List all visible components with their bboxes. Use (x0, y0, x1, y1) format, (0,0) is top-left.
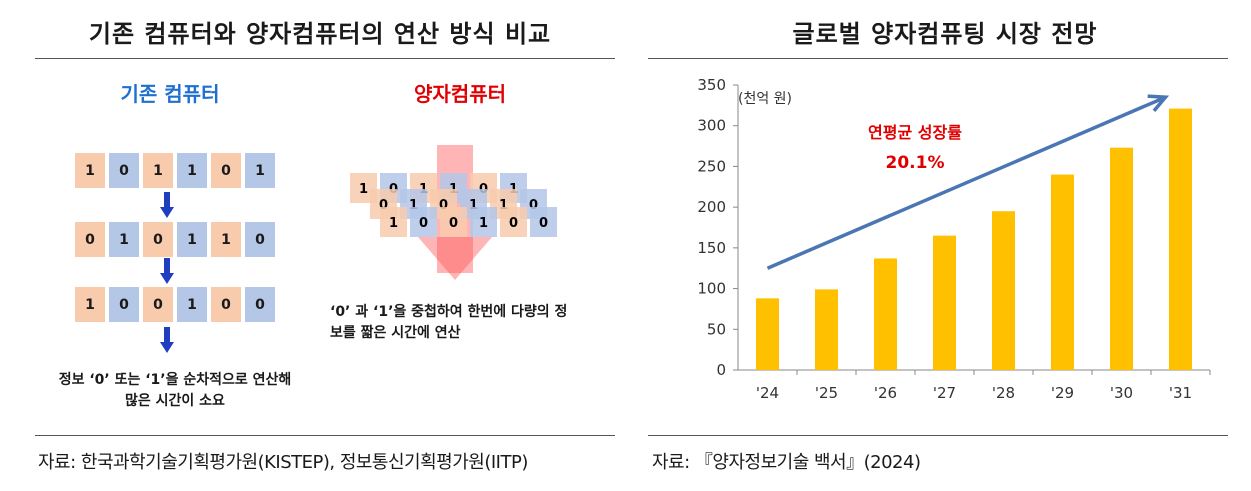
bar (992, 211, 1015, 370)
x-tick-label: '26 (874, 384, 897, 402)
bit-cell: 1 (211, 222, 241, 257)
quantum-bit-cell (410, 207, 437, 237)
y-tick-label: 250 (697, 157, 726, 175)
classical-caption: 정보 ‘0’ 또는 ‘1’을 순차적으로 연산해 많은 시간이 소요 (45, 370, 305, 412)
bar (1110, 147, 1133, 370)
bit-cell: 0 (109, 153, 139, 188)
bit-cell: 0 (109, 287, 139, 322)
quantum-caption: ‘0’ 과 ‘1’을 중첩하여 한번에 다량의 정 보를 짧은 시간에 연산 (330, 302, 610, 344)
growth-rate-label: 연평균 성장률 (868, 123, 962, 142)
bar (815, 289, 838, 370)
bit-cell: 0 (211, 287, 241, 322)
bar (1169, 108, 1192, 370)
y-unit-label: (천억 원) (738, 91, 792, 107)
bit-cell: 0 (143, 222, 173, 257)
y-tick-label: 0 (716, 361, 726, 379)
classical-computer-label: 기존 컴퓨터 (120, 82, 220, 106)
right-panel-title: 글로벌 양자컴퓨팅 시장 전망 (792, 20, 1098, 48)
bit-cell: 0 (143, 287, 173, 322)
x-tick-label: '27 (933, 384, 956, 402)
y-tick-label: 300 (697, 117, 726, 135)
x-tick-label: '25 (815, 384, 838, 402)
trend-arrow (766, 94, 1170, 270)
bit-cell: 1 (143, 153, 173, 188)
bit-cell: 1 (177, 222, 207, 257)
classical-caption-line-1: 정보 ‘0’ 또는 ‘1’을 순차적으로 연산해 (58, 372, 292, 388)
market-forecast-chart: 0 50 100 150 200 250 300 350 '24 '25 '26 '27 '28 '29 '… (697, 76, 1211, 402)
bar (1051, 174, 1074, 370)
x-tick-label: '30 (1110, 384, 1133, 402)
quantum-caption-line-2: 보를 짧은 시간에 연산 (330, 325, 461, 341)
bit-cell: 1 (109, 222, 139, 257)
classical-caption-line-2: 많은 시간이 소요 (125, 393, 225, 409)
y-tick-label: 100 (697, 280, 726, 298)
quantum-bit-label: 1 (409, 198, 418, 213)
down-arrow-icon (160, 192, 174, 218)
left-source-note: 자료: 한국과학기술기획평가원(KISTEP), 정보통신기획평가원(IITP) (38, 452, 528, 473)
y-tick-label: 350 (697, 76, 726, 94)
quantum-bit-label: 0 (529, 198, 538, 213)
x-tick-label: '28 (992, 384, 1015, 402)
quantum-bit-label: 0 (539, 216, 548, 231)
bit-cell: 0 (245, 222, 275, 257)
bit-cell: 1 (177, 153, 207, 188)
quantum-bit-label: 0 (379, 198, 388, 213)
down-arrow-icon (160, 258, 174, 284)
bar (874, 258, 897, 370)
quantum-bit-label: 1 (389, 216, 398, 231)
quantum-bit-label: 1 (359, 182, 368, 197)
left-panel-title: 기존 컴퓨터와 양자컴퓨터의 연산 방식 비교 (88, 20, 552, 48)
right-title-rule (648, 58, 1228, 59)
bit-cell: 0 (75, 222, 105, 257)
bit-cell: 1 (177, 287, 207, 322)
trend-arrow-shaft (766, 95, 1167, 270)
quantum-bit-label: 0 (509, 216, 518, 231)
bit-cell: 0 (211, 153, 241, 188)
quantum-bit-label: 0 (419, 216, 428, 231)
bit-cell: 1 (75, 153, 105, 188)
quantum-bit-label: 0 (439, 198, 448, 213)
bar (756, 298, 779, 370)
left-title-rule (35, 58, 615, 59)
down-arrow-icon (160, 327, 174, 353)
left-bottom-rule (35, 435, 615, 436)
quantum-bit-cell (500, 207, 527, 237)
y-tick-label: 150 (697, 239, 726, 257)
quantum-bit-cell (530, 207, 557, 237)
bit-cell: 0 (245, 287, 275, 322)
bar (933, 235, 956, 370)
x-tick-label: '24 (756, 384, 779, 402)
y-tick-label: 50 (707, 320, 726, 338)
growth-rate-value: 20.1% (886, 153, 945, 173)
y-tick-label: 200 (697, 198, 726, 216)
bit-cell: 1 (245, 153, 275, 188)
right-bottom-rule (648, 435, 1228, 436)
quantum-bit-label: 1 (479, 216, 488, 231)
quantum-bit-label: 1 (469, 198, 478, 213)
right-source-note: 자료: 『양자정보기술 백서』(2024) (652, 452, 921, 473)
quantum-bit-label: 0 (449, 216, 458, 231)
bit-cell: 1 (75, 287, 105, 322)
x-tick-label: '29 (1051, 384, 1074, 402)
trend-arrow-head (1147, 94, 1170, 113)
quantum-bit-label: 1 (499, 198, 508, 213)
x-tick-label: '31 (1169, 384, 1192, 402)
quantum-caption-line-1: ‘0’ 과 ‘1’을 중첩하여 한번에 다량의 정 (330, 304, 568, 320)
quantum-computer-label: 양자컴퓨터 (414, 82, 506, 106)
quantum-bit-cell (470, 207, 497, 237)
quantum-bit-cell (380, 207, 407, 237)
quantum-bit-cell (440, 207, 467, 237)
